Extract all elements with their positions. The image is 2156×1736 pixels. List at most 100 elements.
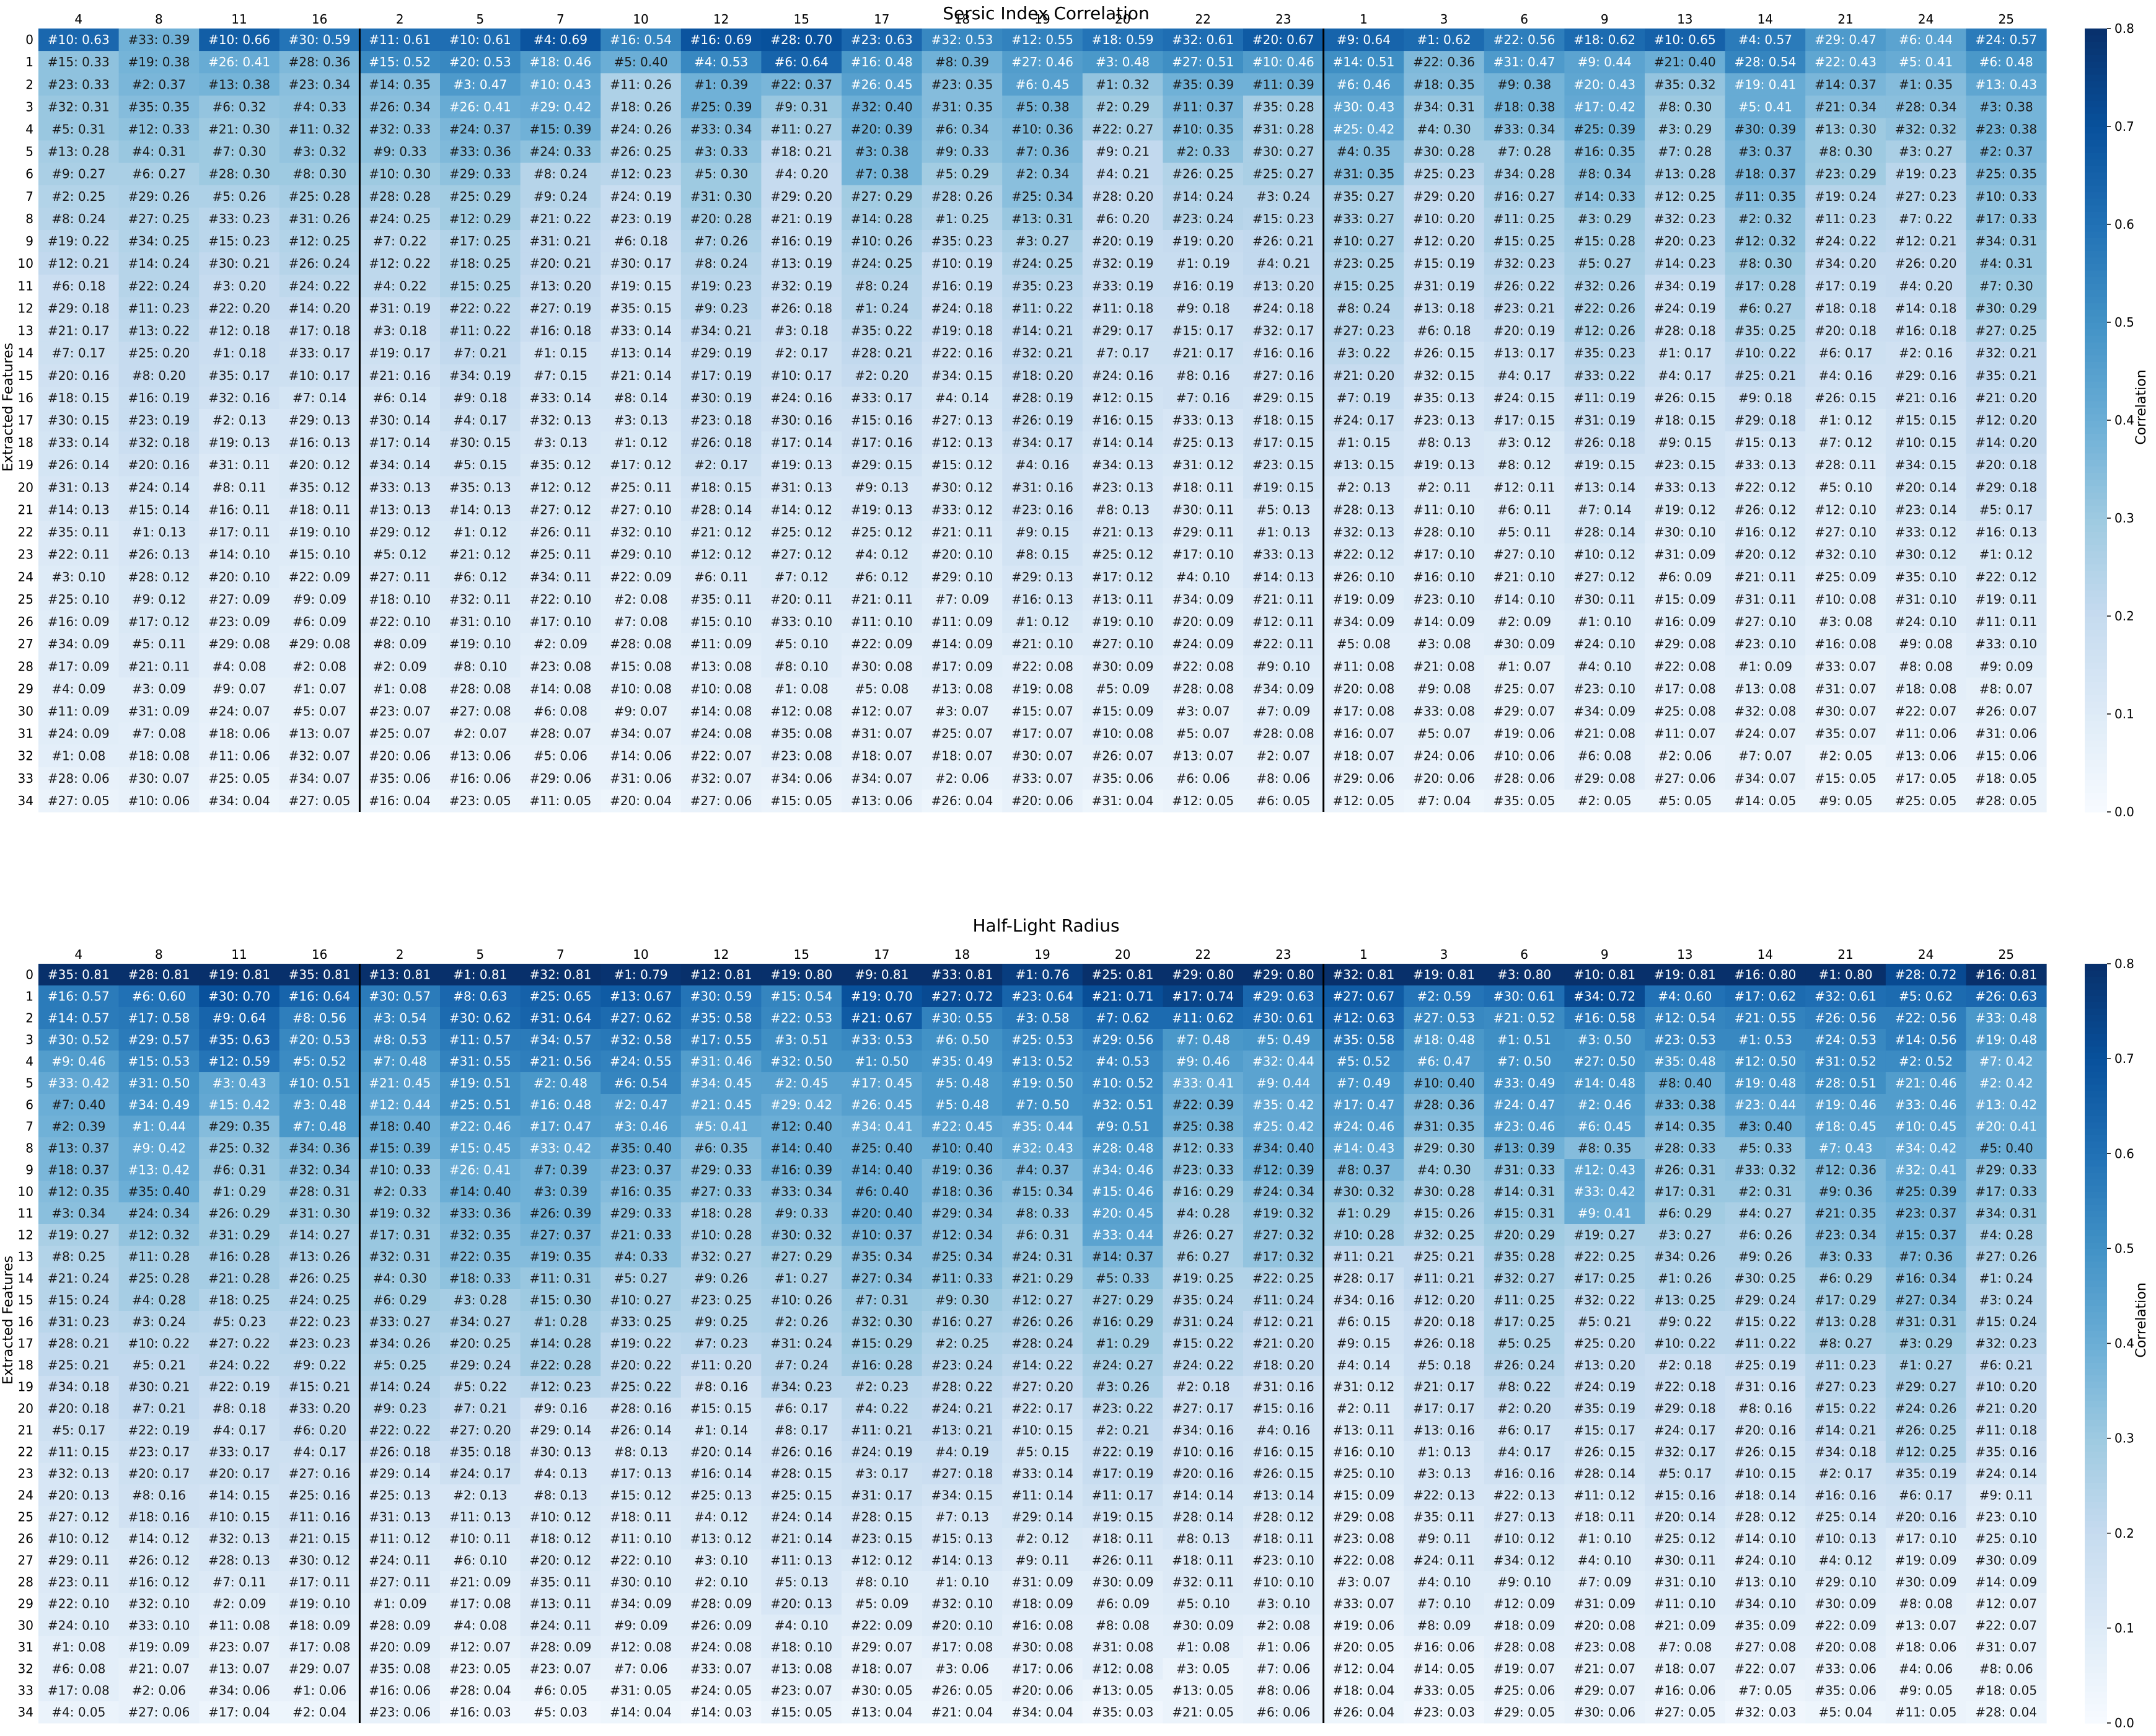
row-label-25: 25 — [18, 592, 33, 607]
heatmap-cell: #18: 0.45 — [1805, 1116, 1886, 1138]
heatmap-cell: #4: 0.69 — [520, 29, 601, 51]
cell-label: #20: 0.18 — [48, 1401, 110, 1416]
cell-label: #2: 0.09 — [1497, 614, 1551, 629]
heatmap-cell: #26: 0.21 — [1243, 230, 1324, 253]
cell-label: #13: 0.06 — [851, 793, 913, 808]
heatmap-cell: #27: 0.34 — [842, 1267, 923, 1290]
cell-label: #17: 0.62 — [1734, 989, 1796, 1004]
heatmap-cell: #19: 0.23 — [1885, 162, 1966, 186]
cell-label: #14: 0.57 — [48, 1011, 110, 1026]
heatmap-cell: #25: 0.07 — [1484, 677, 1565, 701]
row-label-18: 18 — [18, 1358, 33, 1373]
cell-fill — [1404, 341, 1485, 365]
heatmap-cell: #17: 0.55 — [680, 1029, 762, 1051]
cell-label: #12: 0.13 — [931, 435, 993, 450]
cell-label: #14: 0.37 — [1815, 77, 1877, 92]
cell-label: #29: 0.14 — [369, 1466, 431, 1481]
cell-label: #18: 0.48 — [1413, 1033, 1475, 1047]
heatmap-cell: #2: 0.16 — [1885, 341, 1966, 365]
heatmap-cell: #2: 0.25 — [38, 185, 120, 208]
cell-label: #18: 0.37 — [1734, 167, 1796, 182]
heatmap-cell: #12: 0.44 — [359, 1094, 441, 1116]
heatmap-cell: #23: 0.07 — [359, 700, 441, 723]
cell-label: #13: 0.20 — [1573, 1358, 1635, 1373]
heatmap-cell: #22: 0.13 — [1404, 1484, 1485, 1507]
cell-label: #10: 0.19 — [931, 256, 993, 271]
heatmap-cell: #10: 0.19 — [922, 252, 1003, 275]
row-label-23: 23 — [18, 1466, 33, 1481]
heatmap-cell: #22: 0.56 — [1885, 1007, 1966, 1029]
cell-label: #18: 0.33 — [449, 1271, 511, 1286]
cell-label: #15: 0.07 — [1011, 703, 1073, 718]
column-label-16: 16 — [312, 12, 327, 27]
cell-label: #2: 0.08 — [293, 659, 346, 674]
cell-label: #25: 0.42 — [1332, 122, 1394, 137]
colorbar-segment — [2085, 700, 2107, 708]
heatmap-cell: #2: 0.23 — [842, 1376, 923, 1398]
cell-label: #2: 0.37 — [132, 77, 186, 92]
cell-label: #8: 0.30 — [1818, 144, 1872, 159]
heatmap-cell: #27: 0.16 — [1243, 364, 1324, 387]
heatmap-cell: #6: 0.27 — [1163, 1246, 1244, 1268]
column-label-18: 18 — [954, 947, 970, 962]
heatmap-cell: #30: 0.52 — [38, 1029, 120, 1051]
colorbar-tick-label: 0.4 — [2114, 413, 2134, 428]
heatmap-cell: #19: 0.41 — [1725, 73, 1806, 96]
heatmap-cell: #33: 0.14 — [38, 431, 120, 454]
heatmap-cell: #20: 0.16 — [1885, 1506, 1966, 1528]
heatmap-cell: #35: 0.48 — [1645, 1051, 1726, 1073]
cell-fill — [1243, 364, 1324, 387]
heatmap-cell: #3: 0.09 — [118, 677, 200, 701]
cell-label: #29: 0.34 — [931, 1206, 993, 1221]
cell-label: #6: 0.40 — [855, 1184, 909, 1199]
heatmap-cell: #31: 0.19 — [359, 297, 441, 320]
heatmap-cell: #27: 0.16 — [279, 1463, 360, 1485]
heatmap-cell: #14: 0.12 — [761, 498, 842, 522]
heatmap-cell: #4: 0.28 — [118, 1289, 200, 1311]
heatmap-cell: #13: 0.31 — [1002, 207, 1083, 231]
heatmap-cell: #19: 0.23 — [680, 275, 762, 297]
heatmap-cell: #14: 0.13 — [922, 1549, 1003, 1572]
cell-label: #24: 0.14 — [128, 480, 190, 495]
heatmap-cell: #4: 0.12 — [680, 1506, 762, 1528]
colorbar-segment — [2085, 81, 2107, 88]
heatmap-cell: #5: 0.25 — [359, 1354, 441, 1377]
cell-label: #9: 0.38 — [1497, 77, 1551, 92]
colorbar-segment — [2085, 355, 2107, 362]
cell-label: #8: 0.24 — [51, 211, 105, 226]
heatmap-cell: #5: 0.10 — [761, 633, 842, 656]
cell-label: #20: 0.12 — [289, 457, 351, 472]
heatmap-cell: #34: 0.15 — [922, 364, 1003, 387]
heatmap-cell: #6: 0.20 — [279, 1419, 360, 1442]
cell-label: #25: 0.22 — [610, 1380, 672, 1395]
cell-label: #22: 0.26 — [1573, 301, 1635, 315]
heatmap-cell: #24: 0.15 — [1484, 386, 1565, 410]
cell-fill — [520, 185, 601, 208]
heatmap-cell: #12: 0.32 — [1725, 230, 1806, 253]
cell-label: #31: 0.24 — [1172, 1315, 1234, 1329]
cell-fill — [922, 207, 1003, 231]
cell-label: #12: 0.11 — [1252, 614, 1314, 629]
cell-label: #24: 0.33 — [529, 144, 591, 159]
heatmap-cell: #18: 0.40 — [359, 1116, 441, 1138]
cell-fill — [1725, 230, 1806, 253]
heatmap-cell: #2: 0.13 — [1323, 476, 1404, 499]
cell-label: #17: 0.12 — [128, 614, 190, 629]
cell-label: #20: 0.08 — [1332, 681, 1394, 696]
heatmap-cell: #25: 0.12 — [1645, 1528, 1726, 1550]
heatmap-cell: #22: 0.45 — [922, 1116, 1003, 1138]
heatmap-cell: #3: 0.80 — [1484, 964, 1565, 986]
heatmap-cell: #6: 0.27 — [118, 162, 200, 186]
heatmap-cell: #21: 0.45 — [680, 1094, 762, 1116]
cell-label: #31: 0.46 — [690, 1054, 752, 1069]
heatmap-cell: #15: 0.07 — [1002, 700, 1083, 723]
heatmap-cell: #3: 0.48 — [1082, 51, 1163, 74]
cell-label: #35: 0.12 — [529, 457, 591, 472]
colorbar-segment — [2085, 648, 2107, 656]
cell-label: #21: 0.30 — [208, 122, 270, 137]
cell-label: #8: 0.22 — [1497, 1380, 1551, 1395]
cell-fill — [1564, 252, 1645, 275]
cell-label: #33: 0.27 — [1332, 211, 1394, 226]
heatmap-cell: #5: 0.41 — [680, 1116, 762, 1138]
heatmap-cell: #24: 0.10 — [1885, 610, 1966, 633]
